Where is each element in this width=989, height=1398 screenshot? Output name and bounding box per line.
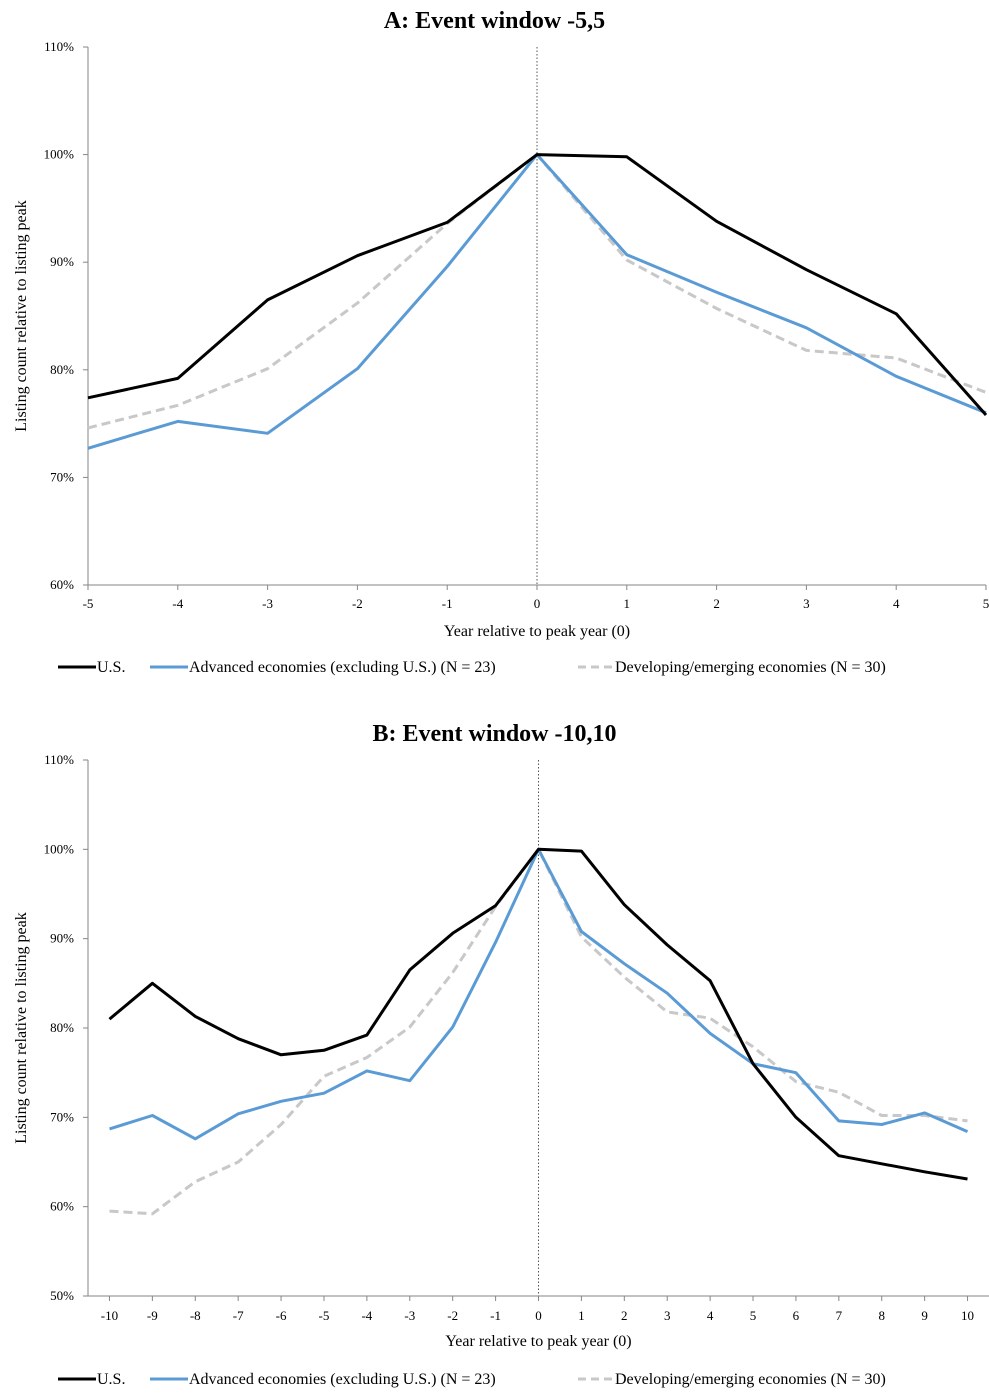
chart-b-x-tick-label: 9 [921, 1308, 928, 1323]
chart-a-y-tick-label: 90% [50, 254, 74, 269]
chart-a-x-tick-label: 3 [803, 596, 810, 611]
chart-b-x-tick-label: 8 [878, 1308, 885, 1323]
chart-b-legend-label-0: U.S. [97, 1371, 125, 1388]
chart-b-x-tick-label: -8 [190, 1308, 201, 1323]
chart-a-y-tick-label: 60% [50, 577, 74, 592]
chart-b-x-tick-label: -6 [276, 1308, 287, 1323]
chart-a-y-tick-label: 100% [44, 147, 75, 162]
chart-b-x-axis-label: Year relative to peak year (0) [445, 1333, 631, 1350]
chart-a-x-tick-label: -3 [262, 596, 273, 611]
chart-b-series-line-2 [109, 847, 968, 1216]
chart-b-x-tick-label: -7 [233, 1308, 244, 1323]
chart-a-y-axis-label: Listing count relative to listing peak [13, 200, 30, 432]
chart-b-y-tick-label: 60% [50, 1199, 74, 1214]
chart-b-x-tick-label: -5 [319, 1308, 330, 1323]
chart-b-x-tick-label: -10 [101, 1308, 118, 1323]
chart-b-y-axis-label: Listing count relative to listing peak [13, 912, 30, 1144]
chart-b-legend-label-1: Advanced economies (excluding U.S.) (N =… [189, 1371, 496, 1388]
chart-b-x-tick-label: 4 [707, 1308, 714, 1323]
chart-a-x-tick-label: -2 [352, 596, 363, 611]
chart-b-y-tick-label: 70% [50, 1109, 74, 1124]
chart-a-x-tick-label: -5 [83, 596, 94, 611]
chart-a-legend-label-2: Developing/emerging economies (N = 30) [615, 659, 886, 676]
chart-a-x-tick-label: 5 [983, 596, 989, 611]
chart-b-x-tick-label: 7 [836, 1308, 843, 1323]
chart-a-y-tick-label: 70% [50, 469, 74, 484]
chart-a-y-tick-label: 80% [50, 362, 74, 377]
chart-b-series-line-1 [109, 847, 969, 1141]
chart-b-x-tick-label: 2 [621, 1308, 628, 1323]
chart-b-y-tick-label: 80% [50, 1020, 74, 1035]
chart-a-x-tick-label: 4 [893, 596, 900, 611]
chart-a-x-tick-label: -4 [172, 596, 183, 611]
chart-b-x-tick-label: 5 [750, 1308, 757, 1323]
chart-a-title: A: Event window -5,5 [384, 8, 605, 34]
chart-a-legend-label-0: U.S. [97, 659, 125, 676]
chart-a-legend-label-1: Advanced economies (excluding U.S.) (N =… [189, 659, 496, 676]
chart-b-title: B: Event window -10,10 [372, 721, 616, 747]
chart-b-x-tick-label: -2 [447, 1308, 458, 1323]
chart-b-x-tick-label: 10 [961, 1308, 974, 1323]
chart-b-x-tick-label: -4 [361, 1308, 372, 1323]
chart-b-x-tick-label: -3 [404, 1308, 415, 1323]
chart-a-x-tick-label: 0 [534, 596, 541, 611]
chart-b-x-tick-label: 1 [578, 1308, 585, 1323]
chart-b-y-tick-label: 110% [44, 752, 74, 767]
chart-a-series-line-0 [87, 153, 988, 416]
chart-a-y-tick-label: 110% [44, 39, 74, 54]
chart-a-x-axis-label: Year relative to peak year (0) [444, 623, 630, 640]
chart-b-y-tick-label: 100% [44, 841, 75, 856]
chart-a-x-tick-label: -1 [442, 596, 453, 611]
chart-b-legend-label-2: Developing/emerging economies (N = 30) [615, 1371, 886, 1388]
chart-b-y-tick-label: 50% [50, 1288, 74, 1303]
chart-b-x-tick-label: -1 [490, 1308, 501, 1323]
chart-b-x-tick-label: 3 [664, 1308, 671, 1323]
chart-a-x-tick-label: 1 [624, 596, 631, 611]
chart-b-x-tick-label: -9 [147, 1308, 158, 1323]
chart-b-y-tick-label: 90% [50, 931, 74, 946]
chart-b-series-line-0 [108, 847, 968, 1181]
chart-b-x-tick-label: 6 [793, 1308, 800, 1323]
chart-b-x-tick-label: 0 [535, 1308, 542, 1323]
chart-a-x-tick-label: 2 [713, 596, 720, 611]
